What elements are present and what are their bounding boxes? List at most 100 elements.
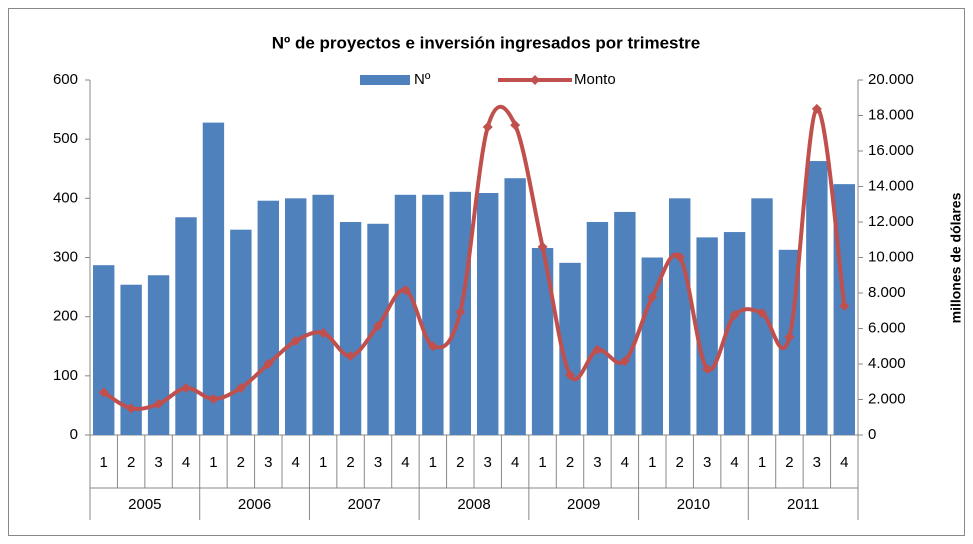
bar bbox=[120, 284, 142, 435]
y-tick-label: 0 bbox=[70, 426, 78, 443]
y-tick-label: 500 bbox=[53, 130, 78, 147]
x-tick-label: 1 bbox=[758, 454, 766, 471]
legend-swatch bbox=[360, 75, 410, 85]
marker bbox=[619, 355, 630, 366]
marker bbox=[263, 359, 274, 369]
y-tick-label: 300 bbox=[53, 248, 78, 265]
marker bbox=[674, 251, 685, 262]
bar bbox=[285, 198, 307, 435]
marker bbox=[729, 310, 740, 321]
marker bbox=[181, 382, 191, 393]
marker bbox=[839, 300, 850, 311]
x-tick-label: 3 bbox=[484, 454, 492, 471]
legend-label: Nº bbox=[414, 71, 431, 88]
x-tick-label: 1 bbox=[319, 454, 327, 471]
group-label: 2007 bbox=[348, 496, 381, 513]
x-tick-label: 1 bbox=[100, 454, 108, 471]
x-tick-label: 1 bbox=[429, 454, 437, 471]
bar bbox=[312, 194, 334, 435]
marker bbox=[208, 393, 219, 404]
group-label: 2008 bbox=[457, 496, 490, 513]
marker bbox=[537, 241, 548, 252]
marker bbox=[455, 306, 466, 317]
x-tick-label: 3 bbox=[813, 454, 821, 471]
y2-tick-label: 0 bbox=[868, 426, 876, 443]
marker bbox=[592, 344, 603, 355]
x-tick-label: 2 bbox=[566, 454, 574, 471]
group-label: 2005 bbox=[128, 496, 161, 513]
x-tick-label: 4 bbox=[292, 454, 300, 471]
x-tick-label: 1 bbox=[209, 454, 217, 471]
y-tick-label: 400 bbox=[53, 189, 78, 206]
marker bbox=[784, 332, 795, 343]
group-label: 2010 bbox=[677, 496, 710, 513]
bar bbox=[559, 262, 581, 435]
x-tick-label: 1 bbox=[538, 454, 546, 471]
group-label: 2006 bbox=[238, 496, 271, 513]
x-tick-label: 4 bbox=[182, 454, 190, 471]
y2-tick-label: 12.000 bbox=[868, 213, 914, 230]
marker bbox=[811, 103, 822, 114]
y2-tick-label: 6.000 bbox=[868, 319, 906, 336]
bar bbox=[806, 161, 828, 435]
bar bbox=[696, 237, 718, 435]
bar bbox=[339, 222, 362, 435]
x-tick-label: 2 bbox=[237, 454, 245, 471]
x-tick-label: 1 bbox=[648, 454, 656, 471]
y2-tick-label: 4.000 bbox=[868, 355, 906, 372]
x-tick-label: 4 bbox=[511, 454, 519, 471]
bar bbox=[477, 193, 499, 435]
y2-tick-label: 20.000 bbox=[868, 71, 914, 88]
bar bbox=[641, 257, 663, 435]
y2-tick-label: 14.000 bbox=[868, 177, 914, 194]
marker bbox=[345, 351, 356, 362]
bar bbox=[669, 198, 691, 435]
marker bbox=[757, 308, 767, 319]
marker bbox=[290, 335, 301, 346]
marker bbox=[373, 320, 383, 331]
y-tick-label: 200 bbox=[53, 308, 78, 325]
marker bbox=[400, 284, 411, 295]
bar bbox=[202, 122, 225, 435]
bar bbox=[230, 229, 252, 435]
bar bbox=[614, 211, 636, 435]
bar bbox=[422, 194, 444, 435]
x-tick-label: 3 bbox=[703, 454, 711, 471]
bar bbox=[147, 275, 170, 435]
x-tick-label: 3 bbox=[154, 454, 162, 471]
legend-marker bbox=[530, 75, 540, 85]
x-tick-label: 3 bbox=[593, 454, 601, 471]
x-tick-label: 4 bbox=[730, 454, 738, 471]
marker bbox=[565, 370, 575, 381]
marker bbox=[482, 122, 493, 133]
marker bbox=[98, 387, 109, 398]
marker bbox=[510, 120, 521, 131]
marker bbox=[647, 292, 658, 303]
y2-tick-label: 18.000 bbox=[868, 106, 914, 123]
y2-axis-title: millones de dólares bbox=[948, 192, 964, 323]
bar bbox=[723, 232, 746, 435]
marker bbox=[702, 363, 713, 374]
x-tick-label: 4 bbox=[401, 454, 409, 471]
y-tick-label: 600 bbox=[53, 71, 78, 88]
y2-tick-label: 10.000 bbox=[868, 248, 914, 265]
x-tick-label: 2 bbox=[676, 454, 684, 471]
y-tick-label: 100 bbox=[53, 367, 78, 384]
x-tick-label: 3 bbox=[374, 454, 382, 471]
x-tick-label: 4 bbox=[621, 454, 629, 471]
bar bbox=[531, 248, 554, 435]
group-label: 2011 bbox=[787, 496, 819, 513]
x-tick-label: 2 bbox=[127, 454, 135, 471]
x-tick-label: 3 bbox=[264, 454, 272, 471]
y2-tick-label: 8.000 bbox=[868, 284, 906, 301]
x-tick-label: 2 bbox=[785, 454, 793, 471]
y2-tick-label: 16.000 bbox=[868, 142, 914, 159]
marker bbox=[126, 403, 137, 414]
bar bbox=[257, 200, 279, 435]
x-tick-label: 2 bbox=[456, 454, 464, 471]
marker bbox=[318, 327, 329, 338]
bar bbox=[504, 178, 526, 435]
chart-title: Nº de proyectos e inversión ingresados p… bbox=[272, 33, 701, 52]
line bbox=[102, 104, 847, 411]
